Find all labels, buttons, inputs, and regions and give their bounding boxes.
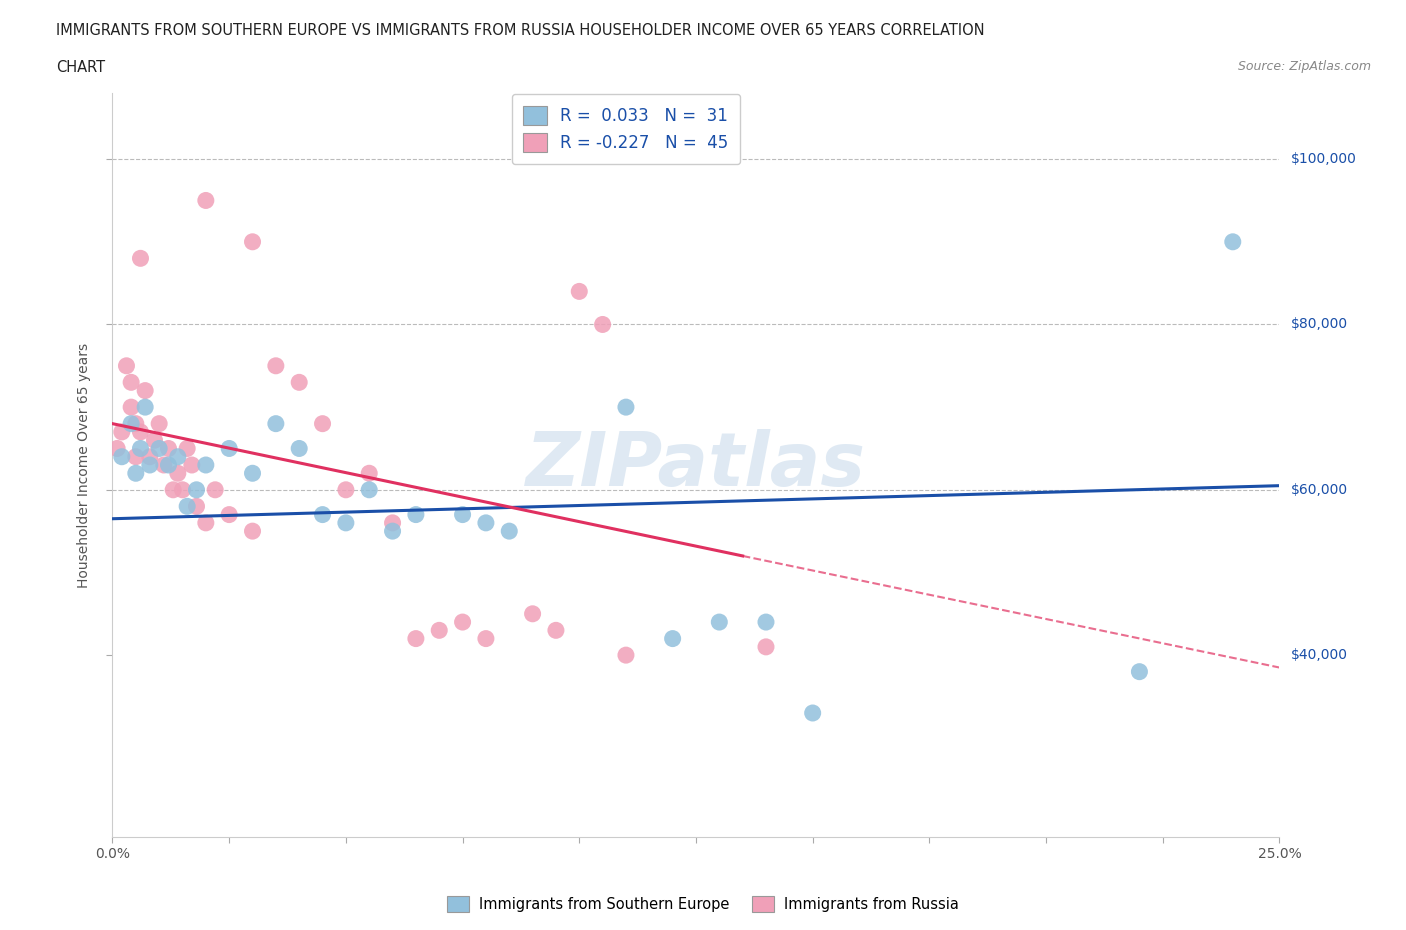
Legend: Immigrants from Southern Europe, Immigrants from Russia: Immigrants from Southern Europe, Immigra… (441, 891, 965, 918)
Point (186, 498, 208, 513)
Point (166, 466, 188, 481)
Text: $80,000: $80,000 (1291, 317, 1348, 331)
Point (120, 400, 142, 415)
Point (153, 458, 176, 472)
Point (709, 615, 731, 630)
Point (162, 483, 184, 498)
Point (475, 631, 498, 646)
Point (1128, 664, 1150, 679)
Point (180, 458, 202, 472)
Point (311, 507, 333, 522)
Point (157, 441, 180, 456)
Point (475, 515, 498, 530)
Y-axis label: Householder Income Over 65 years: Householder Income Over 65 years (77, 342, 91, 588)
Text: $60,000: $60,000 (1291, 483, 1348, 497)
Point (125, 417, 148, 432)
Point (522, 606, 544, 621)
Point (427, 623, 450, 638)
Point (194, 515, 217, 530)
Point (148, 417, 170, 432)
Point (661, 631, 683, 646)
Point (129, 424, 152, 439)
Point (544, 623, 567, 638)
Point (125, 449, 148, 464)
Point (311, 417, 333, 432)
Text: IMMIGRANTS FROM SOUTHERN EUROPE VS IMMIGRANTS FROM RUSSIA HOUSEHOLDER INCOME OVE: IMMIGRANTS FROM SOUTHERN EUROPE VS IMMIG… (56, 23, 984, 38)
Point (242, 234, 264, 249)
Point (120, 417, 142, 432)
Point (614, 400, 637, 415)
Point (359, 483, 381, 498)
Point (218, 441, 240, 456)
Point (129, 251, 152, 266)
Point (242, 524, 264, 538)
Point (614, 647, 637, 662)
Point (405, 631, 427, 646)
Point (120, 375, 142, 390)
Point (176, 498, 198, 513)
Point (172, 483, 194, 498)
Point (405, 507, 427, 522)
Point (242, 466, 264, 481)
Point (381, 524, 404, 538)
Point (194, 193, 217, 208)
Point (451, 615, 474, 630)
Point (134, 383, 156, 398)
Point (264, 417, 287, 432)
Point (568, 284, 591, 299)
Legend: R =  0.033   N =  31, R = -0.227   N =  45: R = 0.033 N = 31, R = -0.227 N = 45 (512, 94, 740, 164)
Point (129, 441, 152, 456)
Text: $40,000: $40,000 (1291, 648, 1347, 662)
Text: CHART: CHART (56, 60, 105, 75)
Point (451, 507, 474, 522)
Point (157, 458, 180, 472)
Point (218, 507, 240, 522)
Point (125, 466, 148, 481)
Point (143, 432, 166, 447)
Text: ZIPatlas: ZIPatlas (526, 429, 866, 501)
Point (264, 358, 287, 373)
Point (139, 449, 162, 464)
Point (755, 615, 778, 630)
Point (186, 483, 208, 498)
Point (335, 515, 357, 530)
Text: Source: ZipAtlas.com: Source: ZipAtlas.com (1237, 60, 1371, 73)
Point (359, 466, 381, 481)
Text: $100,000: $100,000 (1291, 153, 1357, 166)
Point (115, 358, 138, 373)
Point (139, 458, 162, 472)
Point (381, 515, 404, 530)
Point (204, 483, 226, 498)
Point (176, 441, 198, 456)
Point (288, 375, 311, 390)
Point (801, 706, 824, 721)
Point (148, 441, 170, 456)
Point (194, 458, 217, 472)
Point (111, 449, 134, 464)
Point (288, 441, 311, 456)
Point (1222, 234, 1244, 249)
Point (498, 524, 520, 538)
Point (592, 317, 614, 332)
Point (755, 640, 778, 655)
Point (111, 424, 134, 439)
Point (166, 449, 188, 464)
Point (335, 483, 357, 498)
Point (105, 441, 128, 456)
Point (134, 400, 156, 415)
